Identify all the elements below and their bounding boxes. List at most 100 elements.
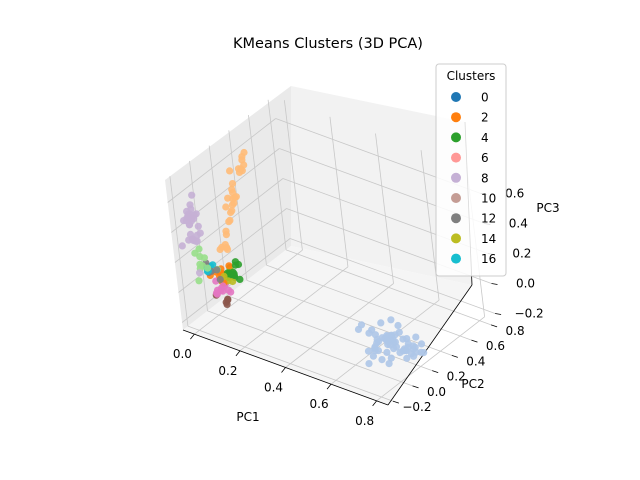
data-point [412, 333, 420, 341]
pane-floor [183, 246, 472, 405]
data-point [410, 352, 418, 360]
data-point [385, 360, 393, 368]
z-tick-label: 0.0 [516, 277, 535, 291]
data-point [209, 261, 217, 269]
data-point [364, 347, 373, 355]
data-point [196, 269, 204, 277]
data-point [213, 290, 221, 298]
legend-label: 10 [481, 192, 496, 206]
data-point [378, 356, 386, 364]
data-point [357, 321, 366, 329]
grid-line-x-floor [194, 249, 303, 335]
y-tick-label: 0.2 [447, 370, 466, 384]
data-point [226, 216, 234, 224]
data-point [238, 167, 246, 175]
y-tick [412, 385, 419, 389]
z-tick [495, 313, 502, 315]
data-point [196, 260, 204, 268]
grid-line-y-floor [187, 325, 394, 402]
tick-labels: 0.00.20.40.60.8−0.20.00.20.40.60.8−0.20.… [173, 187, 544, 428]
z-tick-label: 0.2 [512, 247, 531, 261]
grid-line-y-left [169, 176, 189, 327]
z-tick-label: 0.4 [509, 217, 528, 231]
data-point [226, 167, 234, 175]
data-point [387, 354, 395, 362]
data-point [230, 271, 238, 280]
data-point [236, 275, 244, 283]
data-point [190, 211, 198, 219]
x-tick-label: 0.0 [173, 347, 192, 361]
data-point [225, 262, 233, 270]
z-tick [491, 283, 498, 285]
data-point [228, 185, 236, 193]
grid-line-y-floor [285, 249, 492, 326]
data-point [222, 227, 230, 235]
legend-label: 6 [481, 151, 489, 165]
x-tick [326, 383, 332, 390]
data-point [188, 191, 196, 199]
grid-line-x-floor [285, 283, 394, 368]
legend: Clusters 0 2 4 6 8 10 12 14 16 [435, 63, 507, 277]
y-axis-label: PC2 [461, 377, 484, 391]
data-point [216, 275, 224, 284]
legend-label: 0 [481, 91, 489, 105]
legend-marker [451, 213, 461, 224]
y-tick [490, 324, 498, 328]
y-axis-line [387, 284, 473, 406]
legend-entries: 0 2 4 6 8 10 12 14 16 [451, 91, 496, 266]
data-point [194, 222, 202, 230]
y-tick-label: −0.2 [402, 400, 431, 414]
grid-line-y-left [267, 99, 287, 250]
data-point [231, 261, 240, 269]
grid-line-y-left [208, 145, 228, 296]
legend-label: 12 [481, 212, 496, 226]
grid-line-x-floor [376, 316, 485, 402]
data-points [178, 148, 428, 368]
z-tick-label: −0.2 [515, 307, 544, 321]
legend-marker [451, 132, 461, 143]
y-tick-label: 0.6 [486, 339, 505, 353]
grid-line-x-back [329, 116, 349, 267]
grid-line-y-floor [266, 264, 472, 341]
data-point [216, 245, 224, 254]
data-point [391, 331, 399, 339]
data-point [383, 348, 391, 356]
data-point [222, 203, 230, 211]
data-point [224, 296, 232, 304]
data-point [196, 229, 204, 237]
y-tick [392, 400, 400, 404]
data-point [227, 208, 235, 217]
data-point [188, 235, 196, 243]
y-tick [432, 370, 439, 374]
grid-line-y-floor [246, 279, 452, 356]
legend-marker [451, 253, 461, 264]
grid-line-y-left [228, 130, 248, 281]
data-point [184, 213, 192, 221]
grid-line-y-left [248, 115, 267, 266]
data-point [371, 343, 379, 351]
data-point [373, 335, 381, 343]
legend-marker [451, 152, 461, 163]
legend-marker [451, 172, 461, 183]
legend-marker [451, 233, 461, 244]
data-point [229, 195, 237, 203]
x-tick-label: 0.6 [310, 397, 329, 411]
data-point [417, 340, 426, 348]
data-point [399, 335, 407, 343]
y-tick-label: 0.8 [506, 324, 525, 338]
grid-line-y-floor [207, 310, 413, 387]
legend-label: 16 [481, 252, 496, 266]
data-point [403, 354, 411, 362]
legend-label: 8 [481, 171, 489, 185]
data-point [185, 221, 193, 229]
data-point [213, 266, 221, 274]
x-axis-label: PC1 [236, 410, 259, 424]
grid-line-x-back [375, 133, 394, 284]
legend-label: 14 [481, 232, 496, 246]
data-point [178, 242, 186, 250]
data-point [387, 316, 395, 324]
data-point [204, 264, 212, 272]
legend-marker [451, 112, 461, 123]
